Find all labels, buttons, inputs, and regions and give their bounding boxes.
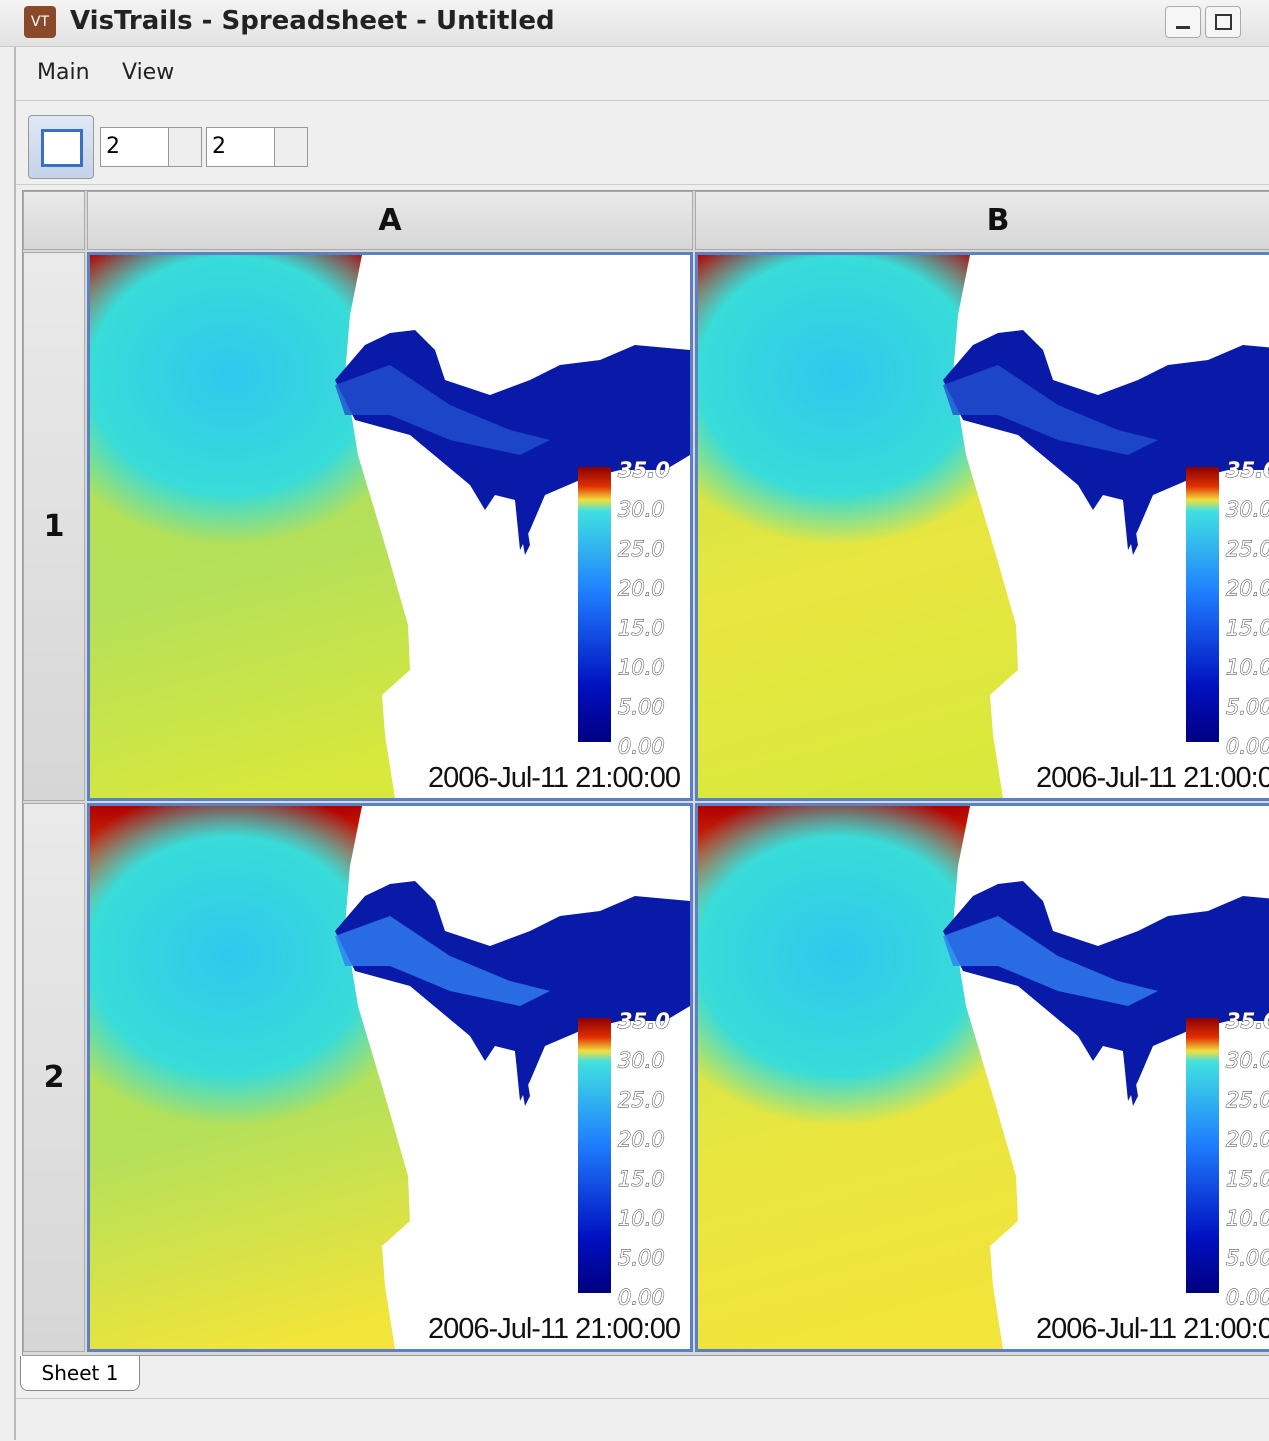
row-header: 1 [23,252,85,801]
colorbar-label: 30.0 [1226,498,1269,522]
plume [698,806,1038,1126]
colorbar-label: 15.0 [618,1167,665,1191]
colorbar-label: 30.0 [618,498,665,522]
column-header: B [695,191,1269,250]
window-title: VisTrails - Spreadsheet - Untitled [70,6,555,36]
spin-value: 2 [106,134,120,159]
visualization: 35.0 30.0 25.0 20.0 15.0 10.0 5.00 0.00 2006-Jul… [698,806,1269,1349]
visualization: 35.0 30.0 25.0 20.0 15.0 10.0 5.00 0.00 2006-Jul… [90,806,690,1349]
colorbar-label: 0.00 [1226,1286,1269,1310]
plume [90,255,430,545]
colorbar-label: 15.0 [1226,616,1269,640]
colorbar [1186,467,1219,742]
colorbar-label: 20.0 [618,577,665,601]
river-branch [1123,1046,1138,1106]
colorbar-label: 30.0 [618,1049,665,1073]
row-header: 2 [23,803,85,1352]
maximize-button[interactable] [1205,6,1241,38]
columns-spinbox[interactable]: 2 [206,127,308,167]
colorbar-label: 35.0 [1226,1009,1269,1033]
colorbar-label: 25.0 [1226,1088,1269,1112]
timestamp: 2006-Jul-11 21:00:00 [428,1313,680,1345]
title-bar [0,0,1269,47]
colorbar [578,467,611,742]
toolbar [16,104,1269,185]
spin-arrows[interactable] [274,128,307,166]
colorbar-label: 25.0 [618,1088,665,1112]
colorbar-label: 25.0 [1226,537,1269,561]
colorbar-label: 0.00 [1226,735,1269,759]
spin-arrows[interactable] [168,128,201,166]
river-inlet [943,365,1158,455]
colorbar-label: 5.00 [618,695,665,719]
colorbar-label: 0.00 [618,735,665,759]
river-inlet [943,916,1158,1006]
rows-spinbox[interactable]: 2 [100,127,202,167]
colorbar-label: 30.0 [1226,1049,1269,1073]
colorbar-label: 0.00 [618,1286,665,1310]
visualization: 35.0 30.0 25.0 20.0 15.0 10.0 5.00 0.00 2006-Jul… [698,255,1269,798]
fit-button[interactable] [28,115,94,179]
sheet-tab[interactable]: Sheet 1 [20,1356,140,1391]
colorbar-label: 20.0 [618,1128,665,1152]
menu-item[interactable]: View [122,60,175,85]
colorbar-label: 5.00 [1226,1246,1269,1270]
timestamp: 2006-Jul-11 21:00:00 [1036,1313,1269,1345]
colorbar-label: 20.0 [1226,1128,1269,1152]
colorbar-label: 5.00 [1226,695,1269,719]
column-header: A [87,191,693,250]
colorbar-label: 25.0 [618,537,665,561]
cell: 35.0 30.0 25.0 20.0 15.0 10.0 5.00 0.00 2006-Jul… [87,803,693,1352]
colorbar-label: 10.0 [618,656,665,680]
river-branch [515,1046,530,1106]
cell: 35.0 30.0 25.0 20.0 15.0 10.0 5.00 0.00 2006-Jul… [695,252,1269,801]
corner-header [23,191,85,250]
colorbar-label: 5.00 [618,1246,665,1270]
colorbar-label: 35.0 [618,458,670,482]
river-inlet [335,916,550,1006]
minimize-button[interactable] [1165,6,1201,38]
river-inlet [335,365,550,455]
colorbar-label: 15.0 [1226,1167,1269,1191]
timestamp: 2006-Jul-11 21:00:00 [1036,762,1269,794]
colorbar-label: 15.0 [618,616,665,640]
colorbar-label: 10.0 [618,1207,665,1231]
river-branch [515,495,530,555]
status-bar [16,1398,1269,1441]
plume [90,806,430,1126]
cell: 35.0 30.0 25.0 20.0 15.0 10.0 5.00 0.00 2006-Jul… [87,252,693,801]
colorbar-label: 10.0 [1226,1207,1269,1231]
cell: 35.0 30.0 25.0 20.0 15.0 10.0 5.00 0.00 2006-Jul… [695,803,1269,1352]
menu-item[interactable]: Main [37,60,90,85]
colorbar [578,1018,611,1293]
colorbar [1186,1018,1219,1293]
colorbar-label: 10.0 [1226,656,1269,680]
app-icon: VT [24,6,56,38]
river-branch [1123,495,1138,555]
colorbar-label: 35.0 [618,1009,670,1033]
spin-value: 2 [212,134,226,159]
plume [698,255,1038,545]
menu-bar [16,50,1269,101]
timestamp: 2006-Jul-11 21:00:00 [428,762,680,794]
colorbar-label: 35.0 [1226,458,1269,482]
spreadsheet: A B 1 2 35.0 30.0 25.0 20.0 15.0 10.0 5.00 0.00 2006… [22,190,1269,1356]
colorbar-label: 20.0 [1226,577,1269,601]
window-frame [14,46,1269,1440]
visualization: 35.0 30.0 25.0 20.0 15.0 10.0 5.00 0.00 2006-Jul… [90,255,690,798]
